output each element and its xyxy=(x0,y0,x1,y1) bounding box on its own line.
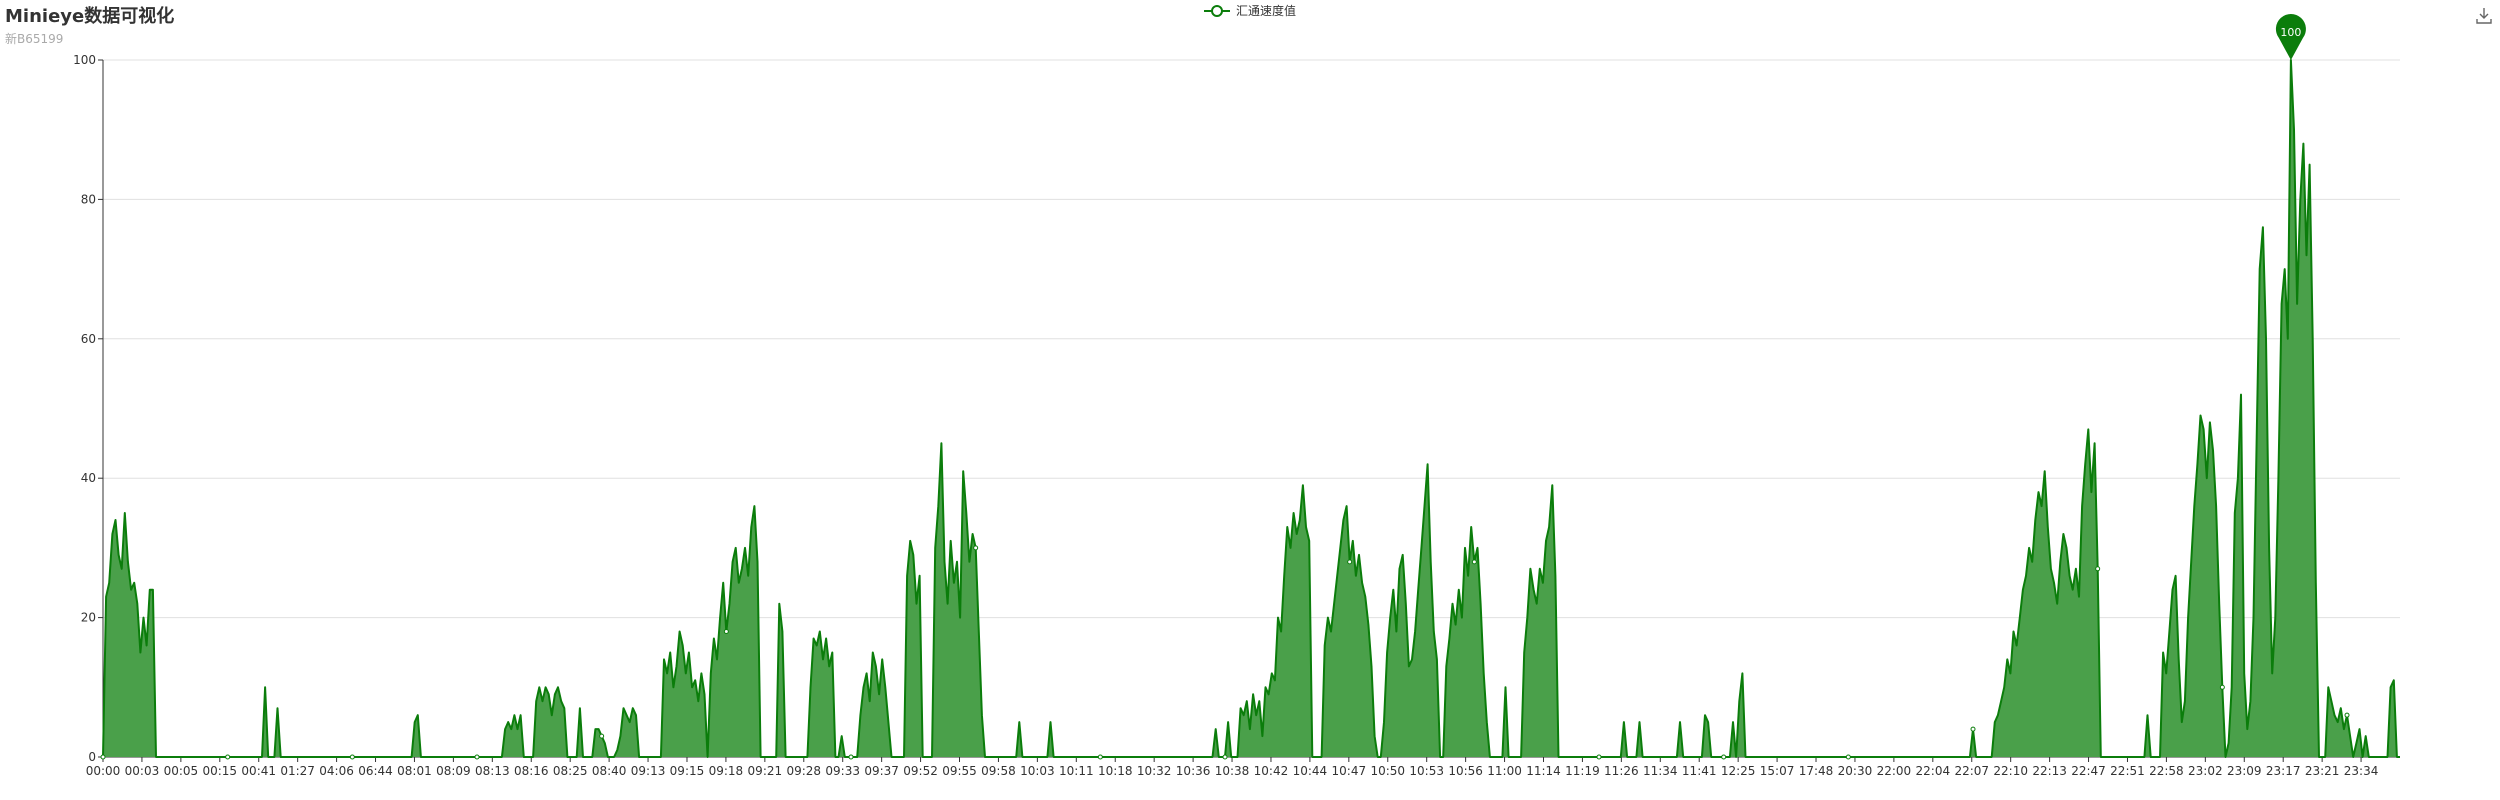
x-tick-label: 11:19 xyxy=(1565,764,1600,778)
x-tick-label: 10:47 xyxy=(1332,764,1367,778)
x-tick-label: 09:55 xyxy=(942,764,977,778)
x-tick-label: 23:17 xyxy=(2266,764,2301,778)
data-point xyxy=(723,629,729,635)
data-point xyxy=(2095,566,2101,572)
x-tick-label: 09:52 xyxy=(903,764,938,778)
series-speed xyxy=(100,59,2400,760)
data-point xyxy=(2219,684,2225,690)
x-tick-label: 10:56 xyxy=(1448,764,1483,778)
x-tick-label: 00:15 xyxy=(202,764,237,778)
legend-label: 汇通速度值 xyxy=(1236,4,1297,18)
x-tick-label: 10:53 xyxy=(1409,764,1444,778)
markpoint-label: 100 xyxy=(2280,26,2301,39)
x-tick-label: 00:05 xyxy=(164,764,199,778)
x-tick-label: 08:09 xyxy=(436,764,471,778)
x-tick-label: 06:44 xyxy=(358,764,393,778)
data-point xyxy=(848,754,854,760)
x-tick-label: 11:34 xyxy=(1643,764,1678,778)
y-tick-label: 20 xyxy=(81,611,96,625)
x-tick-label: 11:41 xyxy=(1682,764,1717,778)
x-tick-label: 09:58 xyxy=(981,764,1016,778)
x-tick-label: 23:21 xyxy=(2305,764,2340,778)
x-tick-label: 08:16 xyxy=(514,764,549,778)
x-tick-label: 23:09 xyxy=(2227,764,2262,778)
x-tick-label: 01:27 xyxy=(280,764,315,778)
chart-title: Minieye数据可视化 xyxy=(5,6,175,27)
series-area xyxy=(103,60,2400,757)
x-tick-label: 10:42 xyxy=(1254,764,1289,778)
x-tick-label: 04:06 xyxy=(319,764,354,778)
data-point xyxy=(973,545,979,551)
x-tick-label: 08:40 xyxy=(592,764,627,778)
x-tick-label: 00:41 xyxy=(241,764,276,778)
y-tick-label: 80 xyxy=(81,192,96,206)
x-tick-label: 12:25 xyxy=(1721,764,1756,778)
data-point xyxy=(1097,754,1103,760)
x-tick-label: 23:34 xyxy=(2344,764,2379,778)
data-point xyxy=(599,733,605,739)
x-tick-label: 09:13 xyxy=(631,764,666,778)
data-point xyxy=(1721,754,1727,760)
x-tick-label: 15:07 xyxy=(1760,764,1795,778)
x-tick-label: 10:32 xyxy=(1137,764,1172,778)
data-point xyxy=(1596,754,1602,760)
data-point xyxy=(1222,754,1228,760)
x-tick-label: 08:25 xyxy=(553,764,588,778)
x-tick-label: 09:18 xyxy=(709,764,744,778)
x-tick-label: 11:14 xyxy=(1526,764,1561,778)
x-tick-label: 11:26 xyxy=(1604,764,1639,778)
x-tick-label: 22:10 xyxy=(1993,764,2028,778)
data-point xyxy=(1970,726,1976,732)
data-point xyxy=(349,754,355,760)
y-tick-label: 60 xyxy=(81,332,96,346)
data-point xyxy=(1347,559,1353,565)
x-tick-label: 10:11 xyxy=(1059,764,1094,778)
x-tick-label: 10:50 xyxy=(1370,764,1405,778)
markpoint-pin xyxy=(2275,14,2306,61)
x-tick-label: 22:04 xyxy=(1916,764,1951,778)
x-tick-label: 10:18 xyxy=(1098,764,1133,778)
x-tick-label: 08:13 xyxy=(475,764,510,778)
data-point xyxy=(100,754,106,760)
x-tick-label: 22:47 xyxy=(2071,764,2106,778)
x-tick-label: 08:01 xyxy=(397,764,432,778)
x-tick-label: 09:33 xyxy=(825,764,860,778)
data-point xyxy=(1471,559,1477,565)
download-icon[interactable] xyxy=(2474,6,2494,26)
x-tick-label: 20:30 xyxy=(1838,764,1873,778)
max-markpoint: 100 xyxy=(2275,14,2306,61)
grid-lines xyxy=(103,59,2400,619)
data-point xyxy=(474,754,480,760)
data-point xyxy=(225,754,231,760)
x-tick-label: 22:58 xyxy=(2149,764,2184,778)
x-tick-label: 22:07 xyxy=(1954,764,1989,778)
data-point xyxy=(1845,754,1851,760)
x-tick-label: 10:36 xyxy=(1176,764,1211,778)
x-tick-label: 09:21 xyxy=(748,764,783,778)
x-tick-label: 22:00 xyxy=(1877,764,1912,778)
x-tick-label: 23:02 xyxy=(2188,764,2223,778)
x-tick-label: 10:38 xyxy=(1215,764,1250,778)
y-tick-label: 100 xyxy=(73,53,96,67)
tick-labels: 0 20 40 60 80 100 00:00 00:03 00:05 00:15 00:41 01:… xyxy=(73,53,2378,778)
y-tick-label: 0 xyxy=(88,750,96,764)
x-tick-label: 00:03 xyxy=(125,764,160,778)
legend-symbol-icon xyxy=(1204,4,1230,17)
x-tick-label: 11:00 xyxy=(1487,764,1522,778)
x-tick-label: 10:03 xyxy=(1020,764,1055,778)
x-tick-label: 22:13 xyxy=(2032,764,2067,778)
x-tick-label: 22:51 xyxy=(2110,764,2145,778)
x-tick-label: 00:00 xyxy=(86,764,121,778)
legend[interactable]: 汇通速度值 xyxy=(1204,2,1296,19)
series-line xyxy=(102,59,2400,758)
chart-subtitle: 新B65199 xyxy=(5,32,64,46)
x-tick-label: 09:28 xyxy=(786,764,821,778)
y-tick-label: 40 xyxy=(81,471,96,485)
x-tick-label: 17:48 xyxy=(1799,764,1834,778)
data-point xyxy=(2344,712,2350,718)
x-tick-label: 09:15 xyxy=(670,764,705,778)
x-tick-label: 09:37 xyxy=(864,764,899,778)
x-tick-label: 10:44 xyxy=(1293,764,1328,778)
